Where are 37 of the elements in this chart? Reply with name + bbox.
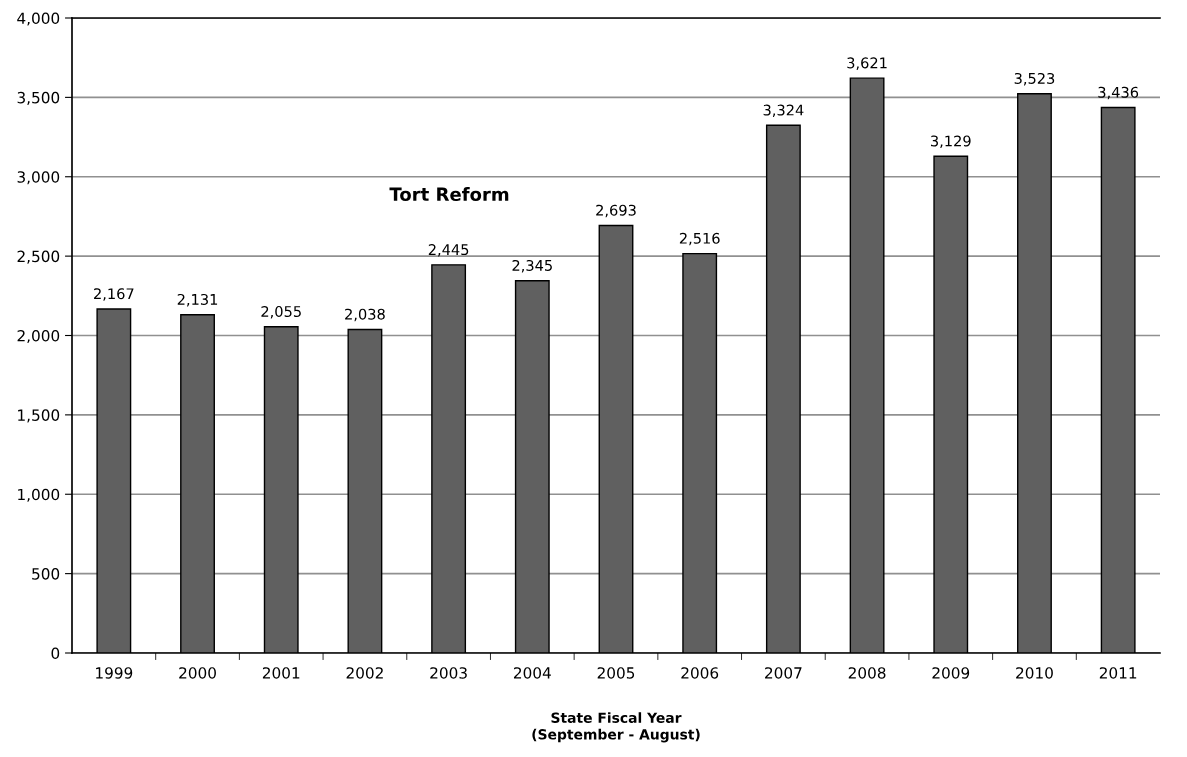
x-tick-label: 2002 [346, 667, 383, 679]
data-label: 3,324 [763, 104, 804, 118]
data-label: 3,523 [1014, 72, 1055, 86]
data-label: 2,055 [261, 305, 301, 319]
y-tick-label: 4,000 [17, 12, 60, 26]
y-tick-label: 3,000 [17, 171, 60, 185]
x-tick-label: 2005 [597, 667, 635, 679]
x-axis-title: State Fiscal Year (September - August) [532, 712, 700, 743]
x-tick-label: 2003 [430, 667, 467, 679]
x-tick-label: 2007 [765, 667, 802, 679]
data-label: 3,621 [847, 57, 887, 70]
data-label: 2,345 [512, 259, 552, 273]
annotation: Tort Reform [389, 187, 509, 202]
data-label: 2,167 [94, 288, 134, 301]
x-tick-label: 2011 [1099, 667, 1137, 679]
data-label: 3,129 [931, 135, 971, 148]
data-label: 2,516 [679, 232, 720, 246]
x-tick-label: 2001 [262, 667, 300, 679]
x-tick-label: 1999 [96, 667, 133, 679]
y-tick-label: 1,000 [18, 488, 60, 502]
x-tick-label: 2006 [681, 667, 719, 679]
data-label: 2,131 [177, 293, 218, 307]
data-label: 2,693 [596, 204, 636, 218]
x-tick-label: 2009 [932, 667, 970, 679]
data-label: 2,445 [428, 244, 469, 257]
x-tick-label: 2000 [179, 667, 216, 679]
y-tick-label: 2,000 [17, 329, 60, 344]
y-tick-label: 0 [51, 647, 60, 660]
x-tick-label: 2010 [1016, 667, 1053, 679]
y-tick-label: 2,500 [17, 250, 60, 264]
y-tick-label: 3,500 [17, 91, 60, 105]
x-tick-label: 2008 [848, 667, 886, 679]
x-tick-label: 2004 [513, 667, 551, 679]
y-tick-label: 500 [32, 568, 60, 580]
data-label: 3,436 [1098, 86, 1139, 100]
data-label: 2,038 [345, 308, 385, 322]
y-tick-label: 1,500 [18, 409, 60, 423]
